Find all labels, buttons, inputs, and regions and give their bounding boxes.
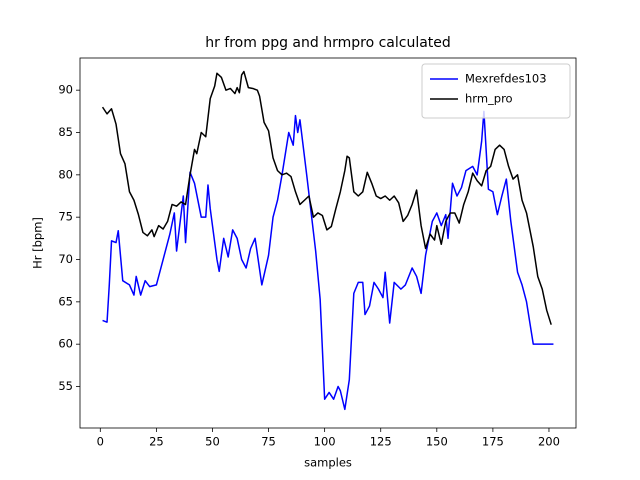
y-tick-label: 65 xyxy=(58,294,73,308)
x-tick-label: 75 xyxy=(261,435,276,449)
x-tick-label: 50 xyxy=(205,435,220,449)
x-tick-label: 175 xyxy=(482,435,504,449)
plot-frame xyxy=(79,57,577,429)
x-tick-label: 25 xyxy=(149,435,164,449)
y-tick-label: 55 xyxy=(58,379,73,393)
x-tick-label: 0 xyxy=(97,435,104,449)
y-tick-label: 70 xyxy=(58,252,73,266)
legend-box xyxy=(421,63,571,119)
x-axis-label: samples xyxy=(304,456,352,470)
y-tick-label: 60 xyxy=(58,337,73,351)
data-line xyxy=(101,70,552,325)
legend-label: hrm_pro xyxy=(465,92,513,106)
x-tick-label: 125 xyxy=(370,435,392,449)
y-tick-label: 90 xyxy=(58,83,73,97)
x-tick-label: 100 xyxy=(314,435,336,449)
x-tick-label: 150 xyxy=(426,435,448,449)
y-tick-label: 85 xyxy=(58,125,73,139)
data-line xyxy=(102,110,554,411)
chart-title: hr from ppg and hrmpro calculated xyxy=(205,35,451,51)
y-axis-label: Hr [bpm] xyxy=(31,217,45,269)
x-tick-label: 200 xyxy=(538,435,560,449)
legend-label: Mexrefdes103 xyxy=(465,72,547,86)
y-tick-label: 80 xyxy=(58,167,73,181)
y-tick-label: 75 xyxy=(58,210,73,224)
